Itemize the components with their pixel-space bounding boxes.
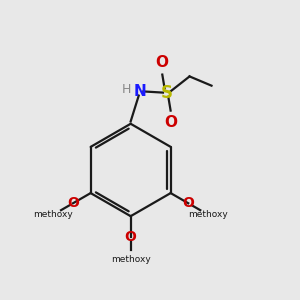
Text: methoxy: methoxy [188, 210, 228, 219]
Text: O: O [165, 115, 178, 130]
Text: O: O [67, 196, 79, 210]
Text: methoxy: methoxy [34, 210, 73, 219]
Text: O: O [182, 196, 194, 210]
Text: O: O [155, 55, 168, 70]
Text: O: O [125, 230, 136, 244]
Text: S: S [160, 84, 172, 102]
Text: methoxy: methoxy [111, 255, 151, 264]
Text: H: H [122, 82, 131, 96]
Text: N: N [134, 84, 146, 99]
